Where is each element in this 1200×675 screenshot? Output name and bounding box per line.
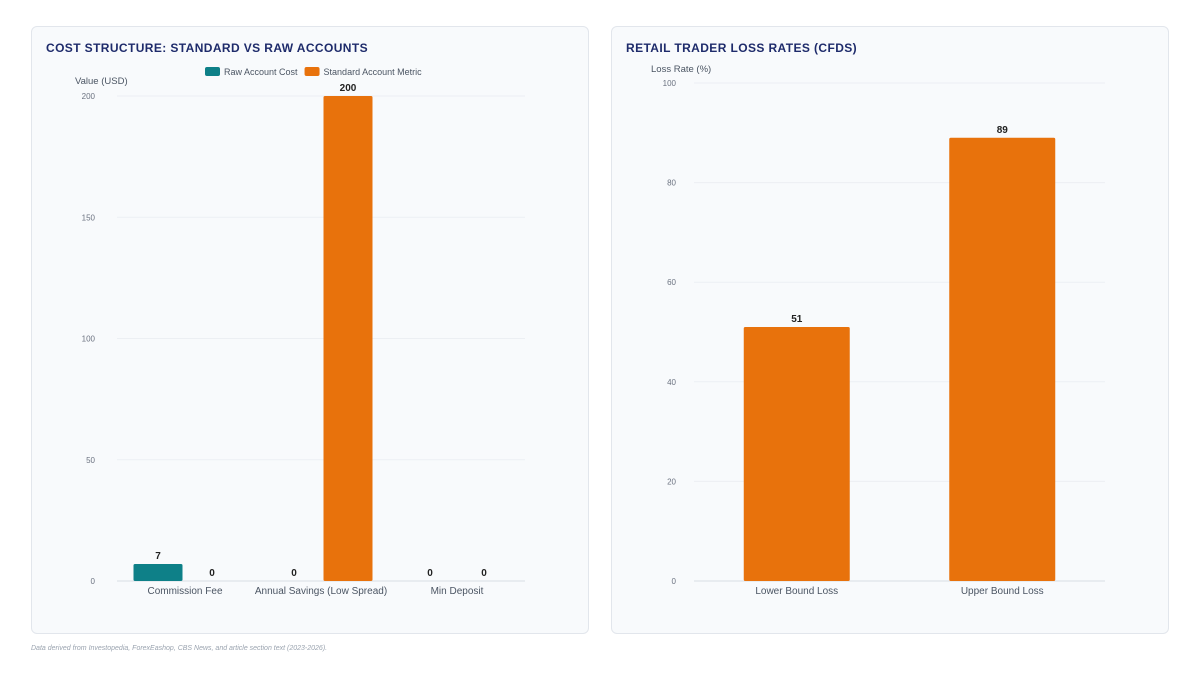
loss-chart-bar-value bbox=[743, 327, 850, 581]
loss-chart-y-tick-label: 40 bbox=[667, 378, 676, 387]
cost-chart-y-tick-label: 0 bbox=[91, 577, 96, 586]
cost-chart-y-tick-label: 150 bbox=[82, 213, 96, 222]
cost-chart-y-axis-title: Value (USD) bbox=[75, 76, 128, 87]
cost-chart-category-label: Min Deposit bbox=[431, 586, 484, 597]
loss-rate-chart: 0 20 40 60 80 100 Loss Rate (%) Lower Bound Los… bbox=[651, 64, 1105, 597]
legend-label-standard-account-metric: Standard Account Metric bbox=[324, 67, 423, 77]
cost-chart-data-label: 0 bbox=[427, 568, 433, 579]
cost-chart-bar-raw-account-cost bbox=[133, 564, 183, 581]
cost-chart-y-tick-label: 50 bbox=[86, 456, 95, 465]
cost-chart-data-label: 0 bbox=[291, 568, 297, 579]
legend-swatch-standard-account-metric bbox=[304, 67, 320, 76]
loss-rate-chart-title: RETAIL TRADER LOSS RATES (CFDS) bbox=[626, 41, 858, 55]
loss-chart-data-label: 89 bbox=[997, 125, 1009, 136]
legend-label-raw-account-cost: Raw Account Cost bbox=[224, 67, 298, 77]
cost-chart-category-label: Commission Fee bbox=[147, 586, 222, 597]
cost-chart-category-label: Annual Savings (Low Spread) bbox=[255, 586, 387, 597]
loss-chart-y-axis-title: Loss Rate (%) bbox=[651, 64, 711, 75]
legend-swatch-raw-account-cost bbox=[205, 67, 220, 76]
cost-chart-y-tick-label: 100 bbox=[82, 335, 96, 344]
cost-chart-data-label: 200 bbox=[340, 83, 357, 94]
loss-chart-category-label: Lower Bound Loss bbox=[755, 586, 838, 597]
cost-chart-bar-standard-account-metric bbox=[323, 96, 373, 581]
loss-chart-y-tick-label: 100 bbox=[663, 79, 677, 88]
cost-chart-data-label: 0 bbox=[481, 568, 487, 579]
cost-chart-data-label: 7 bbox=[155, 551, 161, 562]
cost-structure-chart: 0 50 100 150 200 Value (USD) Commission Fee 7 0 A… bbox=[75, 67, 525, 597]
cost-chart-y-tick-label: 200 bbox=[82, 92, 96, 101]
loss-chart-y-tick-label: 60 bbox=[667, 278, 676, 287]
cost-chart-data-label: 0 bbox=[209, 568, 215, 579]
loss-chart-category-label: Upper Bound Loss bbox=[961, 586, 1044, 597]
loss-chart-data-label: 51 bbox=[791, 314, 803, 325]
cost-structure-chart-title: COST STRUCTURE: STANDARD VS RAW ACCOUNTS bbox=[46, 41, 368, 55]
loss-chart-y-tick-label: 80 bbox=[667, 179, 676, 188]
data-source-footnote: Data derived from Investopedia, ForexEas… bbox=[31, 645, 328, 652]
loss-rate-chart-card: RETAIL TRADER LOSS RATES (CFDS) 0 20 40 60 8… bbox=[611, 26, 1169, 634]
loss-chart-y-tick-label: 20 bbox=[667, 477, 676, 486]
loss-chart-y-tick-label: 0 bbox=[672, 577, 677, 586]
loss-chart-bar-value bbox=[949, 137, 1056, 581]
cost-structure-chart-card: COST STRUCTURE: STANDARD VS RAW ACCOUNTS… bbox=[31, 26, 589, 634]
